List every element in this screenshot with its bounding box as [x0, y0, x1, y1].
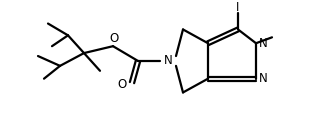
Text: I: I — [236, 1, 240, 14]
Text: N: N — [164, 54, 172, 67]
Text: N: N — [259, 37, 267, 50]
Text: O: O — [117, 78, 126, 91]
Text: N: N — [259, 72, 267, 85]
Text: O: O — [109, 32, 119, 45]
